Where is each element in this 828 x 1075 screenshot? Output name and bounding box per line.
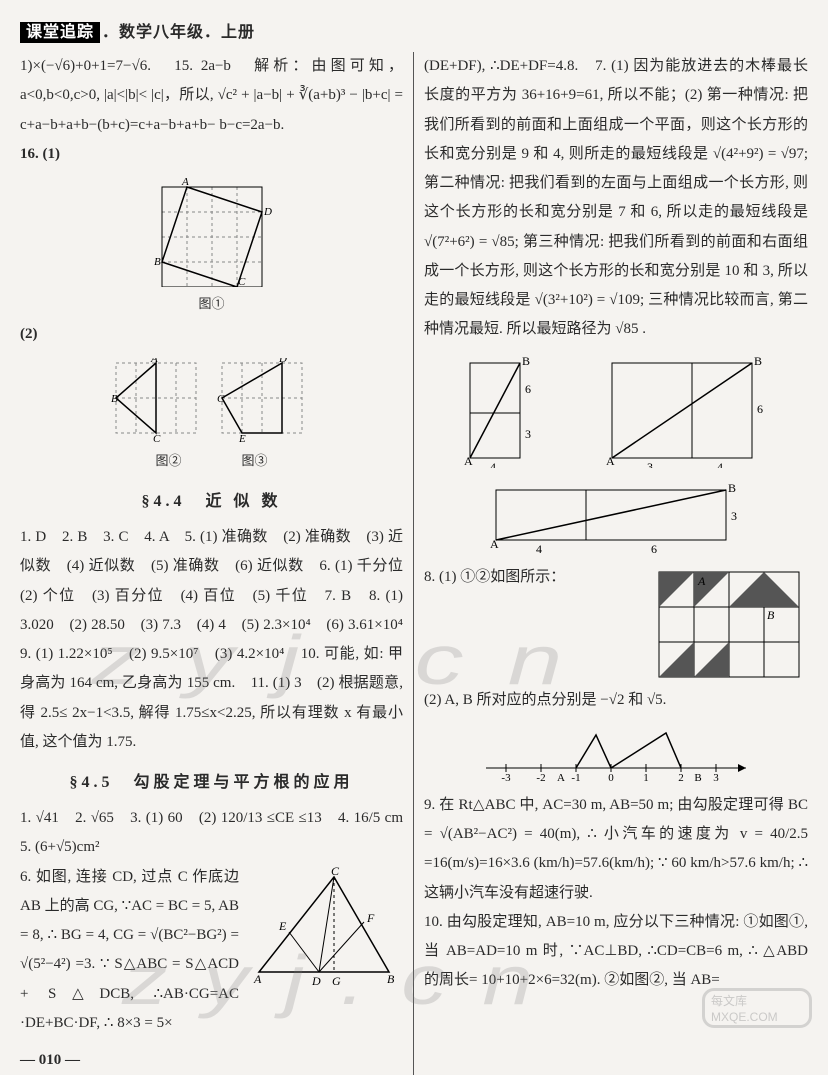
svg-text:6: 6 xyxy=(651,542,657,555)
svg-text:3: 3 xyxy=(713,772,719,783)
rect-diagram-2: A B 6 3 4 xyxy=(602,353,772,468)
svg-text:B: B xyxy=(754,354,762,368)
svg-text:A: A xyxy=(253,972,262,986)
rect-diagrams-row1: A B 6 3 4 A B 6 3 4 xyxy=(424,349,808,472)
svg-text:C: C xyxy=(238,276,246,287)
svg-text:D: D xyxy=(278,358,287,365)
rect-diagram-3: A B 3 4 6 xyxy=(486,480,746,555)
q16-2: (2) xyxy=(20,320,403,349)
corner-l1: 每文库 xyxy=(711,993,803,1009)
svg-text:C: C xyxy=(217,393,225,405)
number-line-diagram: -3 -2 A -1 0 1 2 B 3 xyxy=(476,723,756,783)
header-tag: 课堂追踪 xyxy=(20,22,100,43)
fig1-row: ADC CB 图① xyxy=(20,173,403,316)
grid-diagram-1: ADC CB xyxy=(152,177,272,287)
q16-1: 16. (1) xyxy=(20,140,403,169)
q8-text: 8. (1) ①②如图所示： xyxy=(424,563,642,592)
svg-text:B: B xyxy=(728,481,736,495)
svg-text:F: F xyxy=(366,911,375,925)
number-line: -3 -2 A -1 0 1 2 B 3 xyxy=(424,719,808,787)
svg-text:C: C xyxy=(331,867,340,878)
svg-text:0: 0 xyxy=(608,772,614,783)
right-column: (DE+DF), ∴DE+DF=4.8. 7. (1) 因为能放进去的木棒最长长… xyxy=(414,52,808,1075)
svg-text:B: B xyxy=(522,354,530,368)
svg-text:B: B xyxy=(154,256,161,268)
svg-text:A: A xyxy=(606,454,615,468)
svg-text:B: B xyxy=(387,972,395,986)
fig23-row: A B C D C E 图② 图③ xyxy=(20,354,403,476)
svg-text:1: 1 xyxy=(643,772,649,783)
svg-text:4: 4 xyxy=(536,542,542,555)
svg-text:A: A xyxy=(150,358,158,365)
svg-text:A: A xyxy=(181,177,189,188)
right-p1: (DE+DF), ∴DE+DF=4.8. 7. (1) 因为能放进去的木棒最长长… xyxy=(424,52,808,345)
section-4-4-body: 1. D 2. B 3. C 4. A 5. (1) 准确数 (2) 准确数 (… xyxy=(20,523,403,757)
rect-diagram-1: A B 6 3 4 xyxy=(460,353,590,468)
svg-text:3: 3 xyxy=(731,509,737,523)
svg-text:-2: -2 xyxy=(536,772,545,783)
grid-diagram-2: A B C xyxy=(111,358,206,443)
left-column: 1)×(−√6)+0+1=7−√6. 15. 2a−b 解析：由图可知，a<0,… xyxy=(20,52,414,1075)
page-number: — 010 — xyxy=(20,1046,403,1075)
page-header: 课堂追踪．数学八年级．上册 xyxy=(20,18,808,42)
svg-text:-1: -1 xyxy=(571,772,580,783)
svg-text:2: 2 xyxy=(678,772,684,783)
fig2-caption: 图② xyxy=(155,453,181,468)
q10-text: 10. 由勾股定理知, AB=10 m, 应分以下三种情况: ①如图①, 当 A… xyxy=(424,908,808,996)
svg-text:E: E xyxy=(238,433,246,443)
svg-text:-3: -3 xyxy=(501,772,511,783)
svg-text:D: D xyxy=(263,206,272,218)
grid-diagram-3: D C E xyxy=(217,358,312,443)
section-4-4-title: §4.4 近 似 数 xyxy=(20,486,403,517)
svg-text:4: 4 xyxy=(490,460,496,468)
shaded-grid-diagram: A B xyxy=(654,567,804,682)
svg-text:B: B xyxy=(767,608,775,622)
section-4-5-a: 1. √41 2. √65 3. (1) 60 (2) 120/13 ≤CE ≤… xyxy=(20,804,403,863)
rect-diagrams-row2: A B 3 4 6 xyxy=(424,476,808,559)
svg-text:D: D xyxy=(311,974,321,987)
q8b-text: (2) A, B 所对应的点分别是 −√2 和 √5. xyxy=(424,686,808,715)
fig1-caption: 图① xyxy=(20,291,403,316)
svg-text:3: 3 xyxy=(525,427,531,441)
svg-text:A: A xyxy=(490,537,499,551)
svg-text:6: 6 xyxy=(525,382,531,396)
svg-text:3: 3 xyxy=(647,460,653,468)
svg-text:B: B xyxy=(694,772,701,783)
q9-text: 9. 在 Rt△ABC 中, AC=30 m, AB=50 m; 由勾股定理可得… xyxy=(424,791,808,908)
svg-text:A: A xyxy=(697,574,706,588)
header-rest: ．数学八年级．上册 xyxy=(102,24,255,41)
svg-text:G: G xyxy=(332,974,341,987)
corner-stamp: 每文库 MXQE.COM xyxy=(702,988,812,1028)
svg-text:E: E xyxy=(278,919,287,933)
triangle-diagram: A B C D G E F xyxy=(249,867,399,987)
svg-text:6: 6 xyxy=(757,402,763,416)
svg-text:C: C xyxy=(153,433,161,443)
corner-l2: MXQE.COM xyxy=(711,1009,803,1025)
svg-text:B: B xyxy=(111,393,118,405)
section-4-5-title: §4.5 勾股定理与平方根的应用 xyxy=(20,767,403,798)
two-column-layout: 1)×(−√6)+0+1=7−√6. 15. 2a−b 解析：由图可知，a<0,… xyxy=(20,52,808,1075)
fig3-caption: 图③ xyxy=(242,453,268,468)
svg-text:A: A xyxy=(557,772,565,783)
section-4-5-b: 6. 如图, 连接 CD, 过点 C 作底边 AB 上的高 CG, ∵AC = … xyxy=(20,863,239,1039)
svg-text:4: 4 xyxy=(717,460,723,468)
svg-text:A: A xyxy=(464,454,473,468)
left-p1: 1)×(−√6)+0+1=7−√6. 15. 2a−b 解析：由图可知，a<0,… xyxy=(20,52,403,140)
